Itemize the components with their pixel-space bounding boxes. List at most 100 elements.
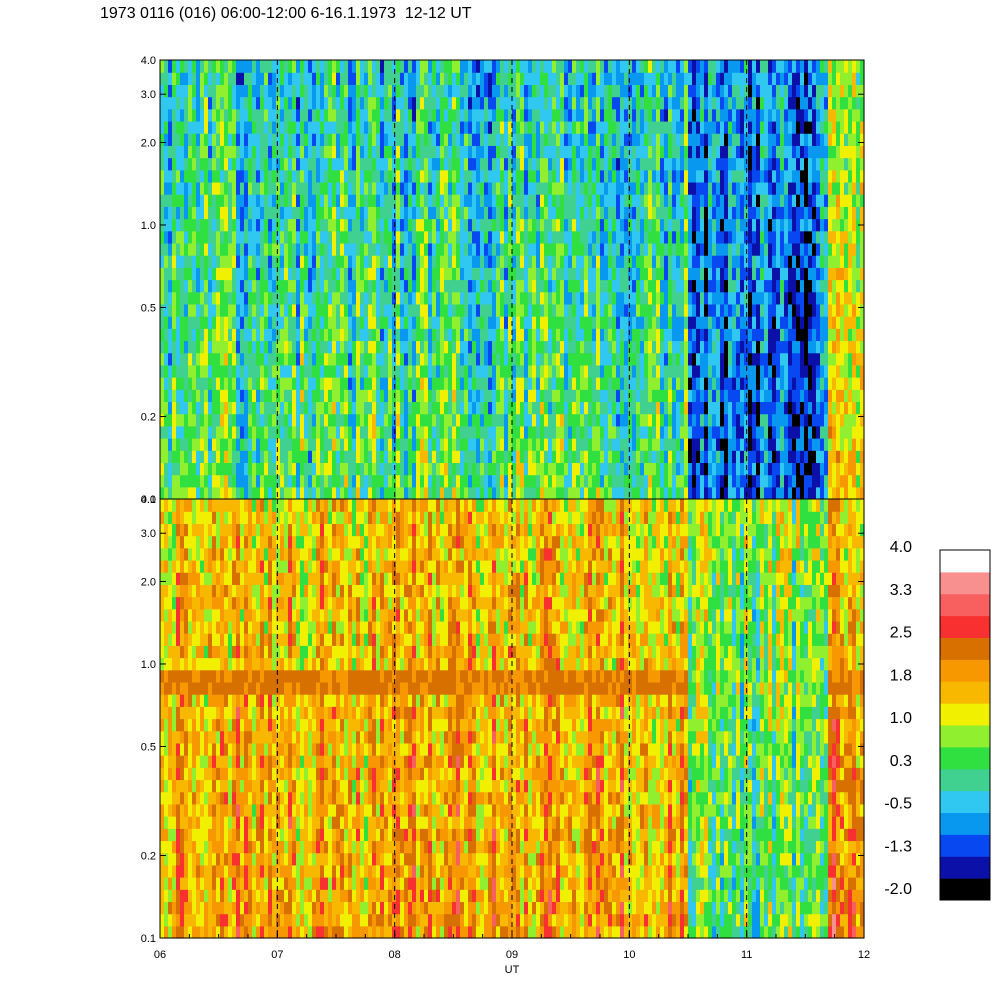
- heatmap-cell: [352, 352, 357, 366]
- heatmap-cell: [240, 157, 245, 171]
- heatmap-cell: [208, 157, 213, 171]
- heatmap-cell: [604, 72, 609, 85]
- heatmap-cell: [228, 425, 233, 439]
- heatmap-cell: [668, 364, 673, 378]
- heatmap-cell: [616, 267, 621, 281]
- heatmap-cell: [572, 267, 577, 281]
- heatmap-cell: [208, 255, 213, 268]
- heatmap-cell: [612, 84, 617, 98]
- heatmap-cell: [624, 474, 629, 488]
- heatmap-cell: [436, 279, 441, 293]
- heatmap-cell: [416, 145, 421, 159]
- heatmap-cell: [684, 425, 689, 439]
- heatmap-cell: [480, 218, 485, 232]
- heatmap-cell: [580, 72, 585, 85]
- heatmap-cell: [212, 340, 217, 354]
- heatmap-cell: [176, 438, 181, 451]
- heatmap-cell: [284, 108, 289, 122]
- heatmap-cell: [176, 291, 181, 305]
- heatmap-cell: [448, 413, 453, 427]
- heatmap-cell: [688, 145, 693, 159]
- heatmap-cell: [360, 389, 365, 403]
- heatmap-cell: [380, 84, 385, 98]
- heatmap-cell: [528, 120, 533, 134]
- heatmap-cell: [644, 84, 649, 98]
- heatmap-cell: [568, 316, 573, 329]
- heatmap-cell: [456, 303, 461, 317]
- heatmap-cell: [200, 450, 205, 464]
- heatmap-cell: [704, 108, 709, 122]
- heatmap-cell: [484, 474, 489, 488]
- heatmap-cell: [684, 450, 689, 464]
- heatmap-cell: [704, 157, 709, 171]
- heatmap-cell: [472, 316, 477, 329]
- heatmap-cell: [624, 352, 629, 366]
- heatmap-cell: [432, 413, 437, 427]
- heatmap-cell: [436, 145, 441, 159]
- heatmap-cell: [596, 84, 601, 98]
- heatmap-cell: [396, 486, 401, 500]
- heatmap-cell: [284, 157, 289, 171]
- heatmap-cell: [332, 401, 337, 415]
- heatmap-cell: [692, 96, 697, 110]
- heatmap-cell: [432, 486, 437, 500]
- heatmap-cell: [328, 255, 333, 268]
- heatmap-cell: [684, 486, 689, 500]
- heatmap-cell: [168, 230, 173, 244]
- heatmap-cell: [484, 328, 489, 342]
- heatmap-cell: [696, 218, 701, 232]
- heatmap-cell: [676, 255, 681, 268]
- heatmap-cell: [420, 133, 425, 146]
- heatmap-cell: [280, 181, 285, 195]
- heatmap-cell: [504, 84, 509, 98]
- heatmap-cell: [492, 474, 497, 488]
- heatmap-cell: [192, 157, 197, 171]
- heatmap-cell: [348, 72, 353, 85]
- heatmap-cell: [440, 450, 445, 464]
- heatmap-cell: [476, 377, 481, 390]
- heatmap-cell: [300, 377, 305, 390]
- heatmap-cell: [164, 279, 169, 293]
- heatmap-cell: [608, 328, 613, 342]
- heatmap-cell: [412, 316, 417, 329]
- heatmap-cell: [632, 267, 637, 281]
- heatmap-cell: [216, 242, 221, 256]
- heatmap-cell: [536, 462, 541, 476]
- heatmap-cell: [296, 474, 301, 488]
- heatmap-cell: [556, 316, 561, 329]
- heatmap-cell: [704, 267, 709, 281]
- heatmap-cell: [608, 133, 613, 146]
- heatmap-cell: [324, 181, 329, 195]
- heatmap-cell: [356, 206, 361, 220]
- heatmap-cell: [620, 291, 625, 305]
- heatmap-cell: [356, 120, 361, 134]
- heatmap-cell: [204, 218, 209, 232]
- heatmap-cell: [168, 194, 173, 207]
- heatmap-cell: [464, 169, 469, 183]
- heatmap-cell: [304, 181, 309, 195]
- heatmap-cell: [188, 340, 193, 354]
- heatmap-cell: [684, 242, 689, 256]
- heatmap-cell: [188, 316, 193, 329]
- heatmap-cell: [508, 401, 513, 415]
- heatmap-cell: [556, 218, 561, 232]
- heatmap-cell: [616, 84, 621, 98]
- heatmap-cell: [568, 218, 573, 232]
- heatmap-cell: [204, 84, 209, 98]
- heatmap-cell: [424, 218, 429, 232]
- heatmap-cell: [216, 60, 221, 73]
- heatmap-cell: [540, 450, 545, 464]
- heatmap-cell: [436, 230, 441, 244]
- heatmap-cell: [460, 328, 465, 342]
- heatmap-cell: [692, 84, 697, 98]
- heatmap-cell: [664, 279, 669, 293]
- heatmap-cell: [688, 181, 693, 195]
- heatmap-cell: [704, 133, 709, 146]
- heatmap-cell: [400, 364, 405, 378]
- heatmap-cell: [472, 450, 477, 464]
- heatmap-cell: [204, 413, 209, 427]
- heatmap-cell: [192, 303, 197, 317]
- heatmap-cell: [236, 303, 241, 317]
- heatmap-cell: [220, 255, 225, 268]
- heatmap-cell: [240, 96, 245, 110]
